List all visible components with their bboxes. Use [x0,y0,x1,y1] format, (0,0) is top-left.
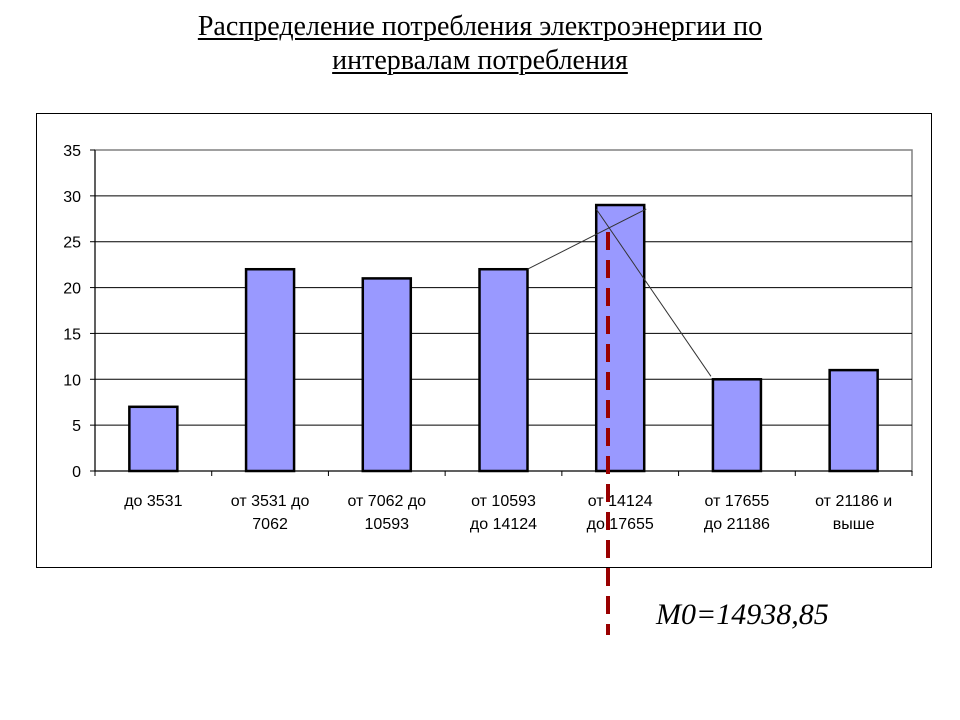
bar [478,267,529,473]
x-tick-label: до 14124 [470,516,537,533]
bar [128,405,179,473]
y-tick-label: 25 [63,235,81,252]
y-tick-label: 20 [63,281,81,298]
y-tick-label: 15 [63,326,81,343]
y-tick-label: 0 [72,464,81,481]
x-tick-label: от 7062 до [347,493,426,510]
x-tick-label: 7062 [252,516,288,533]
chart-title-line1: Распределение потребления электроэнергии… [197,11,763,42]
y-tick-label: 10 [63,372,81,389]
chart-title: Распределение потребления электроэнергии… [0,10,960,78]
chart-title-line2: интервалам потребления [332,45,628,76]
bar [711,378,763,473]
x-tick-label: до 3531 [124,493,182,510]
bar [594,203,646,473]
x-tick-label: 10593 [365,516,410,533]
x-tick-label: от 10593 [471,493,536,510]
x-tick-label: выше [833,516,875,533]
y-tick-label: 35 [63,143,81,160]
bar [244,267,296,473]
x-tick-label: от 14124 [588,493,653,510]
x-tick-label: от 21186 и [815,493,892,510]
x-tick-label: до 21186 [704,516,770,533]
x-tick-label: от 17655 [705,493,770,510]
mode-line-right [595,208,712,377]
y-tick-label: 30 [63,189,81,206]
mode-line-left [527,208,647,270]
bar [828,368,879,473]
x-tick-label: до 17655 [587,516,654,533]
x-tick-label: от 3531 до [231,493,310,510]
mode-label: M0=14938,85 [656,598,829,631]
bar [361,277,413,473]
y-tick-label: 5 [72,418,81,435]
